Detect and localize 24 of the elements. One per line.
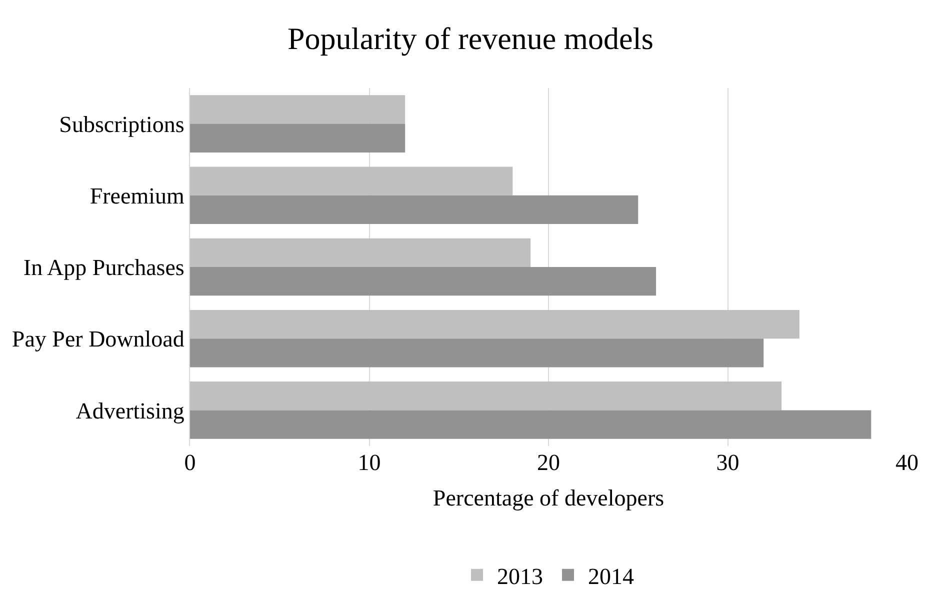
- legend-label: 2013: [497, 564, 543, 589]
- y-tick-label: Freemium: [90, 183, 184, 208]
- bar: [190, 267, 656, 296]
- bar: [190, 410, 872, 439]
- bar: [190, 195, 638, 224]
- x-tick-label: 10: [358, 450, 381, 475]
- x-tick-label: 40: [896, 450, 918, 475]
- y-tick-label: Subscriptions: [59, 112, 184, 137]
- y-tick-label: Pay Per Download: [12, 326, 185, 352]
- bar: [190, 238, 531, 267]
- bar: [190, 338, 764, 368]
- x-tick-label: 30: [716, 450, 740, 475]
- y-tick-label: Advertising: [76, 398, 185, 424]
- chart-title: Popularity of revenue models: [288, 21, 654, 56]
- bar: [190, 310, 800, 339]
- x-tick-label: 0: [184, 450, 196, 475]
- bar: [190, 124, 406, 152]
- x-axis-title: Percentage of developers: [432, 486, 664, 511]
- legend-label: 2014: [588, 564, 634, 589]
- bar: [190, 95, 406, 124]
- y-tick-label: In App Purchases: [23, 255, 184, 280]
- bar: [190, 166, 513, 196]
- x-tick-label: 20: [537, 450, 560, 475]
- bar: [190, 382, 782, 410]
